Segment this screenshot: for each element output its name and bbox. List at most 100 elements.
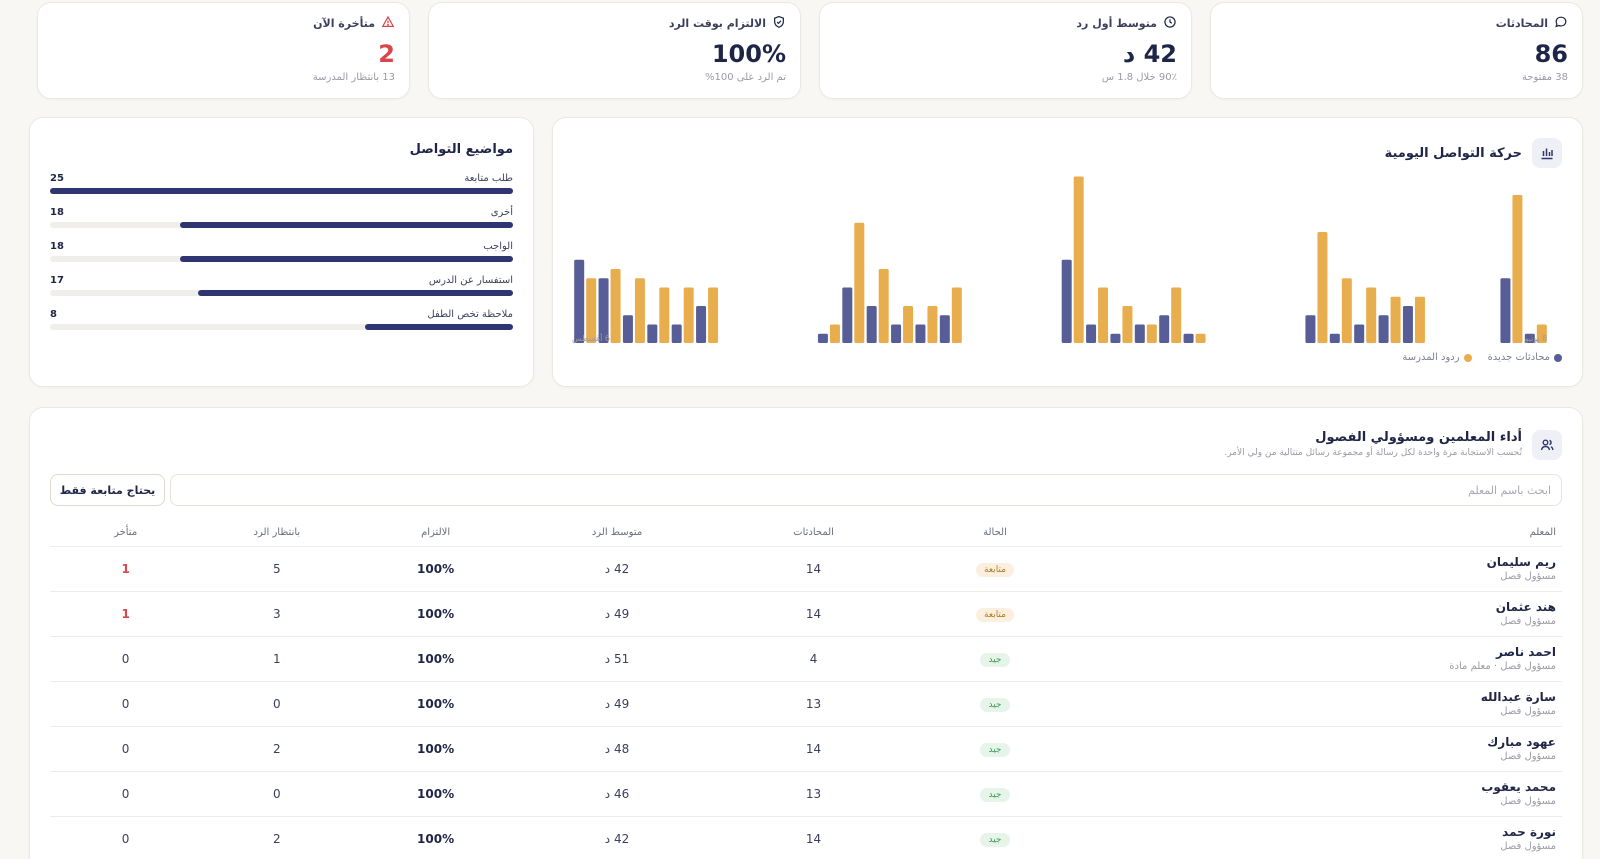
status-cell: جيد <box>911 816 1079 859</box>
needs-followup-filter-button[interactable]: يحتاج متابعة فقط <box>50 474 165 506</box>
teacher-name[interactable]: محمد يعقوب <box>1481 780 1556 794</box>
table-row[interactable]: محمد يعقوب مسؤول فصل جيد 13 46 د 100% 0 0 <box>50 771 1562 817</box>
bar-new-conversations <box>939 315 950 343</box>
kpi-subtext: تم الرد على 100% <box>705 72 786 83</box>
topic-row: الواجب 18 <box>50 241 513 271</box>
bar-school-replies <box>586 278 597 343</box>
table-row[interactable]: هند عثمان مسؤول فصل متابعة 14 49 د 100% 3 1 <box>50 591 1562 637</box>
legend-swatch-new <box>1554 353 1562 362</box>
bar-new-conversations <box>1305 315 1316 343</box>
late-cell: 0 <box>50 771 202 817</box>
col-late[interactable]: متأخر <box>50 520 202 547</box>
col-waiting[interactable]: بانتظار الرد <box>201 520 353 547</box>
topic-count: 8 <box>50 309 57 320</box>
bar-new-conversations <box>1183 333 1194 343</box>
x-tick-first: 8 يونيو <box>1524 334 1548 343</box>
kpi-header: المحادثات <box>1225 15 1568 32</box>
commitment-cell: 100% <box>352 816 519 859</box>
status-cell: جيد <box>911 771 1079 817</box>
topic-row: ملاحظة تخص الطفل 8 <box>50 309 513 339</box>
teacher-cell: احمد ناصر مسؤول فصل · معلم مادة <box>1078 636 1562 682</box>
late-cell: 0 <box>50 726 202 772</box>
bar-school-replies <box>1195 333 1206 343</box>
waiting-cell: 3 <box>201 591 353 637</box>
bar-new-conversations <box>1061 259 1072 343</box>
kpi-subtext: 38 مفتوحة <box>1521 72 1568 83</box>
table-row[interactable]: عهود مبارك مسؤول فصل جيد 14 48 د 100% 2 0 <box>50 726 1562 772</box>
topic-label: الواجب <box>483 241 513 252</box>
topic-label: استفسار عن الدرس <box>428 275 513 286</box>
daily-activity-card: حركة التواصل اليومية 8 يونيو 6 أغسطس محاد… <box>552 117 1583 387</box>
avg-reply-cell: 48 د <box>518 726 716 772</box>
topic-count: 18 <box>50 207 64 218</box>
warning-icon <box>381 15 395 32</box>
table-row[interactable]: نورة حمد مسؤول فصل جيد 14 42 د 100% 2 0 <box>50 816 1562 859</box>
topic-bar-fill <box>198 290 513 296</box>
teacher-name[interactable]: هند عثمان <box>1495 600 1556 614</box>
legend-swatch-school <box>1463 353 1472 362</box>
table-row[interactable]: ريم سليمان مسؤول فصل متابعة 14 42 د 100% 5 1 <box>50 546 1562 592</box>
bar-school-replies <box>854 222 865 343</box>
col-teacher[interactable]: المعلم <box>1078 520 1562 547</box>
teacher-name[interactable]: ريم سليمان <box>1486 555 1556 569</box>
col-commitment[interactable]: الالتزام <box>352 520 519 547</box>
bar-new-conversations <box>574 259 585 343</box>
topic-bar-track <box>50 188 513 194</box>
kpi-subtext: 90٪ خلال 1.8 س <box>1101 72 1177 83</box>
bar-new-conversations <box>622 315 633 343</box>
topic-bar-fill <box>50 188 513 194</box>
bar-school-replies <box>708 287 719 343</box>
bar-new-conversations <box>1500 278 1511 343</box>
kpi-card-first-reply: متوسط أول رد 42 د 90٪ خلال 1.8 س <box>819 2 1192 99</box>
chart-legend: محادثات جديدة ردود المدرسة <box>1402 352 1562 363</box>
table-row[interactable]: احمد ناصر مسؤول فصل · معلم مادة جيد 4 51 د 10… <box>50 636 1562 682</box>
topic-row: طلب متابعة 25 <box>50 173 513 203</box>
clock-icon <box>1163 15 1177 32</box>
teacher-name[interactable]: نورة حمد <box>1502 825 1556 839</box>
status-badge: متابعة <box>976 562 1014 577</box>
conversations-cell: 14 <box>715 591 912 637</box>
teacher-role: مسؤول فصل <box>1500 706 1556 717</box>
legend-item-school: ردود المدرسة <box>1402 352 1472 363</box>
topics-card: مواضيع التواصل طلب متابعة 25 أخرى 18 الواجب 1… <box>29 117 534 387</box>
avg-reply-cell: 49 د <box>518 681 716 727</box>
chart-title: حركة التواصل اليومية <box>1384 145 1522 161</box>
table-row[interactable]: سارة عبدالله مسؤول فصل جيد 13 49 د 100% 0 0 <box>50 681 1562 727</box>
teacher-cell: سارة عبدالله مسؤول فصل <box>1078 681 1562 727</box>
bar-school-replies <box>1098 287 1109 343</box>
bar-school-replies <box>1073 176 1084 343</box>
bar-new-conversations <box>1378 315 1389 343</box>
col-status[interactable]: الحالة <box>911 520 1079 547</box>
teacher-search-input[interactable] <box>170 474 1562 506</box>
bar-school-replies <box>1390 296 1401 343</box>
topic-bar-track <box>50 256 513 262</box>
bar-school-replies <box>903 306 914 343</box>
topic-bar-fill <box>179 256 513 262</box>
avg-reply-cell: 42 د <box>518 546 716 592</box>
status-badge: جيد <box>980 787 1010 802</box>
bar-school-replies <box>1536 324 1547 343</box>
teacher-name[interactable]: احمد ناصر <box>1496 645 1556 659</box>
conversations-cell: 13 <box>715 771 912 817</box>
shield-check-icon <box>772 15 786 32</box>
teacher-role: مسؤول فصل · معلم مادة <box>1449 661 1556 672</box>
bar-new-conversations <box>1329 333 1340 343</box>
col-conversations[interactable]: المحادثات <box>715 520 912 547</box>
waiting-cell: 0 <box>201 681 353 727</box>
topic-bar-fill <box>179 222 513 228</box>
bar-school-replies <box>951 287 962 343</box>
col-avg-reply[interactable]: متوسط الرد <box>518 520 716 547</box>
teacher-cell: عهود مبارك مسؤول فصل <box>1078 726 1562 772</box>
conversations-cell: 14 <box>715 546 912 592</box>
topic-labels: استفسار عن الدرس 17 <box>50 275 513 286</box>
avg-reply-cell: 51 د <box>518 636 716 682</box>
teacher-name[interactable]: سارة عبدالله <box>1480 690 1556 704</box>
topic-bar-track <box>50 222 513 228</box>
bar-school-replies <box>927 306 938 343</box>
avg-reply-cell: 49 د <box>518 591 716 637</box>
commitment-cell: 100% <box>352 546 519 592</box>
bar-school-replies <box>1171 287 1182 343</box>
status-cell: جيد <box>911 681 1079 727</box>
teacher-cell: هند عثمان مسؤول فصل <box>1078 591 1562 637</box>
teacher-name[interactable]: عهود مبارك <box>1487 735 1556 749</box>
